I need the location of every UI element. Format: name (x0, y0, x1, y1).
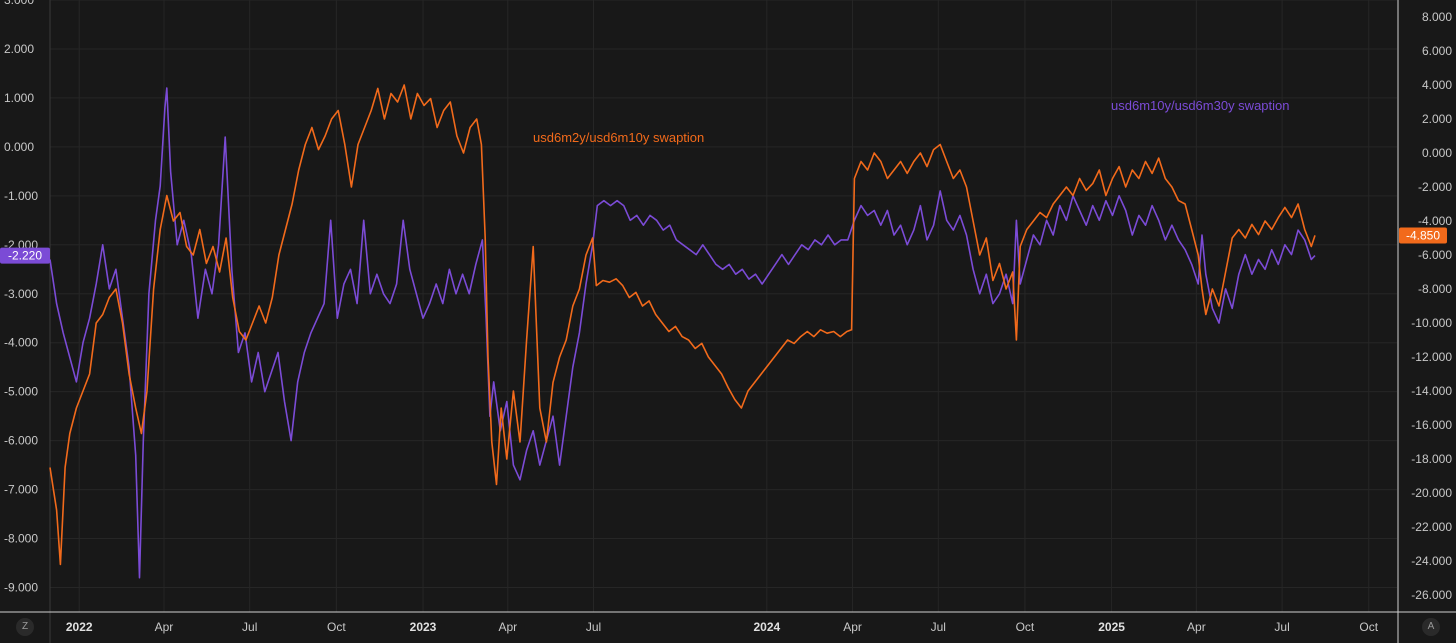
right-tick-label: -18.000 (1411, 452, 1452, 466)
x-tick-label: Apr (498, 620, 517, 634)
x-tick-label: Oct (1359, 620, 1378, 634)
right-tick-label: -12.000 (1411, 350, 1452, 364)
right-tick-label: -26.000 (1411, 588, 1452, 602)
x-tick-label: Jul (586, 620, 601, 634)
series-line-usd6m2y-usd6m10y (49, 84, 1316, 566)
left-tick-label: -9.000 (4, 581, 38, 595)
right-tick-label: -4.000 (1418, 214, 1452, 228)
auto-scale-right-button[interactable]: A (1422, 618, 1440, 636)
left-tick-label: -6.000 (4, 434, 38, 448)
x-tick-label: Apr (155, 620, 174, 634)
series-group (49, 84, 1316, 579)
right-tick-label: 6.000 (1422, 44, 1452, 58)
left-tick-label: 2.000 (4, 42, 34, 56)
x-tick-label: Jul (1274, 620, 1289, 634)
right-tick-label: -24.000 (1411, 554, 1452, 568)
left-tick-label: -5.000 (4, 385, 38, 399)
left-tick-label: 1.000 (4, 91, 34, 105)
right-tick-label: -20.000 (1411, 486, 1452, 500)
left-tick-label: -7.000 (4, 483, 38, 497)
right-tick-label: 0.000 (1422, 146, 1452, 160)
left-tick-label: 3.000 (4, 0, 34, 7)
x-tick-label: 2022 (66, 620, 93, 634)
x-tick-label: Apr (1187, 620, 1206, 634)
series-labels: usd6m2y/usd6m10y swaption usd6m10y/usd6m… (533, 98, 1290, 145)
left-axis: 3.0002.0001.0000.000-1.000-2.000-3.000-4… (4, 0, 38, 595)
left-tick-label: -3.000 (4, 287, 38, 301)
right-tick-label: -8.000 (1418, 282, 1452, 296)
right-tick-label: 8.000 (1422, 10, 1452, 24)
x-tick-label: 2024 (753, 620, 780, 634)
x-tick-label: Apr (843, 620, 862, 634)
right-tick-label: -16.000 (1411, 418, 1452, 432)
x-axis: 2022 Apr Jul Oct 2023 Apr Jul 2024 Apr Jul Oct 2025… (66, 620, 1379, 634)
x-tick-label: Jul (931, 620, 946, 634)
x-tick-label: 2025 (1098, 620, 1125, 634)
right-tick-label: -10.000 (1411, 316, 1452, 330)
right-tick-label: 4.000 (1422, 78, 1452, 92)
last-value-badge (0, 247, 50, 264)
x-tick-label: Jul (242, 620, 257, 634)
left-tick-label: -4.000 (4, 336, 38, 350)
auto-scale-left-button[interactable]: Z (16, 618, 34, 636)
right-axis: 8.000 6.000 4.000 2.000 0.000 -2.000 -4.000 -6.… (1411, 10, 1452, 602)
right-tick-label: -22.000 (1411, 520, 1452, 534)
series-line-usd6m10y-usd6m30y (49, 87, 1316, 579)
right-tick-label: 2.000 (1422, 112, 1452, 126)
right-tick-label: -2.000 (1418, 180, 1452, 194)
series-label-usd6m2y-usd6m10y: usd6m2y/usd6m10y swaption (533, 130, 704, 145)
value-badges: -2.220 -4.850 (0, 227, 1447, 264)
last-value-badge (1399, 227, 1447, 244)
left-tick-label: -1.000 (4, 189, 38, 203)
last-value-badge-label: -2.220 (8, 249, 42, 263)
right-tick-label: -6.000 (1418, 248, 1452, 262)
left-tick-label: 0.000 (4, 140, 34, 154)
right-tick-label: -14.000 (1411, 384, 1452, 398)
left-tick-label: -8.000 (4, 532, 38, 546)
x-tick-label: Oct (1016, 620, 1035, 634)
last-value-badge-label: -4.850 (1406, 228, 1440, 242)
x-tick-label: 2023 (410, 620, 437, 634)
x-tick-label: Oct (327, 620, 346, 634)
series-label-usd6m10y-usd6m30y: usd6m10y/usd6m30y swaption (1111, 98, 1290, 113)
